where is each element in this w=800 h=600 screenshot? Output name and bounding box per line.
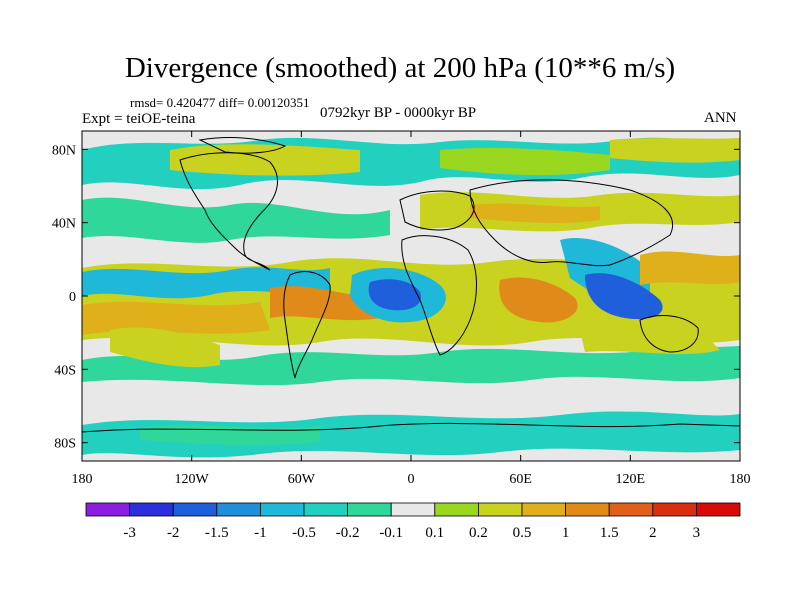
field-region [82,346,740,386]
colorbar-box [129,502,174,517]
field-region [580,327,720,355]
africa-coast [401,235,477,356]
colorbar-label: -2 [167,525,180,541]
colorbar-label: 1 [562,525,570,541]
colorbar-label: 0.2 [469,525,488,541]
latitude-tick-labels: 80N 40N 0 40S 80S [52,143,76,451]
colorbar-box [390,502,436,517]
lat-tick-label: 40S [54,363,76,378]
field-region [585,273,663,320]
colorbar-label: 3 [693,525,701,541]
colorbar [85,502,741,517]
lon-tick-label: 60W [288,472,316,487]
south-america-coast [283,271,331,379]
asia-coast [469,179,673,267]
lon-tick-label: 120W [175,472,210,487]
colorbar-label: 0.5 [513,525,532,541]
season-label: ANN [704,110,737,126]
colorbar-label: 0.1 [425,525,444,541]
europe-coast [399,190,475,231]
colorbar-box [565,502,610,517]
colorbar-box [172,502,218,517]
colorbar-box [521,502,566,517]
colorbar-box [259,502,305,517]
lat-tick-label: 0 [69,290,76,305]
colorbar-label: -3 [123,525,136,541]
axis-ticks [81,131,741,461]
coastlines [82,137,740,433]
field-region [82,267,330,299]
lat-tick-label: 40N [52,217,76,232]
field-region [82,197,390,243]
colorbar-box [434,502,479,517]
map-title: Divergence (smoothed) at 200 hPa (10**6 … [124,52,676,84]
experiment-label: Expt = teiOE-teina [82,111,196,127]
field-region [82,301,270,335]
rmsd-diff-stats: rmsd= 0.420477 diff= 0.00120351 [130,95,310,110]
field-region [82,411,740,458]
field-region [499,277,578,323]
field-region [110,327,220,368]
lon-tick-label: 60E [509,472,532,487]
colorbar-label: -0.2 [336,525,360,541]
field-region [368,279,421,311]
colorbar-box [608,502,654,517]
colorbar-box [652,502,697,517]
antarctica-coast [82,422,740,433]
colorbar-box [347,502,392,517]
colorbar-labels: -3 -2 -1.5 -1 -0.5 -0.2 -0.1 0.1 0.2 0.5 1 1.5 2 3 [123,525,700,541]
lon-tick-label: 120E [616,472,646,487]
colorbar-label: -0.5 [292,525,316,541]
colorbar-label: -1.5 [205,525,229,541]
field-region [440,147,610,176]
colorbar-box [216,502,261,517]
lat-tick-label: 80N [52,143,76,158]
field-region [470,203,600,224]
colorbar-label: -1 [254,525,267,541]
australia-coast [639,315,699,353]
longitude-tick-labels: 180 120W 60W 0 60E 120E 180 [72,472,751,487]
period-label: 0792kyr BP - 0000kyr BP [320,105,477,121]
lat-tick-label: 80S [54,437,76,452]
field-region [640,251,740,285]
colorbar-box [696,502,741,517]
colorbar-label: 1.5 [600,525,619,541]
north-america-coast [179,152,278,271]
divergence-field [82,131,740,461]
field-region [610,138,740,163]
colorbar-label: 2 [649,525,657,541]
colorbar-box [477,502,523,517]
colorbar-box [303,502,348,517]
colorbar-box [85,502,130,517]
lon-tick-label: 180 [730,472,751,487]
colorbar-label: -0.1 [379,525,403,541]
lon-tick-label: 180 [72,472,93,487]
arctic-islands-coast [198,137,287,154]
lon-tick-label: 0 [408,472,415,487]
